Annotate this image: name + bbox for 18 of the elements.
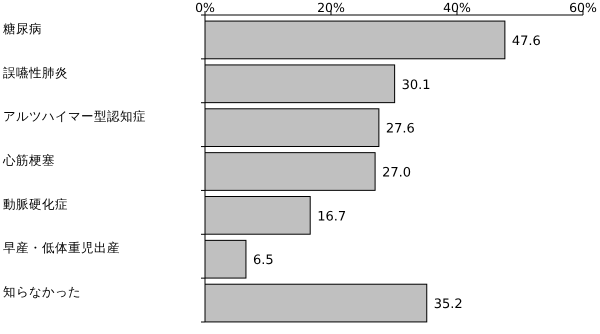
x-tick-label: 60% xyxy=(569,0,598,15)
data-label: 47.6 xyxy=(512,34,541,49)
x-tick-label: 20% xyxy=(317,0,346,15)
y-tick-label: 知らなかった xyxy=(3,284,81,300)
y-tick-label: 心筋梗塞 xyxy=(2,152,55,168)
data-label: 30.1 xyxy=(402,78,431,93)
data-label: 35.2 xyxy=(434,297,463,312)
y-tick-label: 糖尿病 xyxy=(3,20,42,36)
data-label: 27.6 xyxy=(386,122,415,137)
y-tick-label: 早産・低体重児出産 xyxy=(3,240,120,256)
data-label: 16.7 xyxy=(317,209,346,224)
data-label: 27.0 xyxy=(382,166,412,180)
data-label: 6.5 xyxy=(252,253,274,268)
y-tick-label: アルツハイマー型認知症 xyxy=(3,108,146,124)
y-tick-label: 動脈硬化症 xyxy=(3,196,68,212)
y-tick-label: 誤嚥性肺炎 xyxy=(3,64,68,80)
x-tick-label: 40% xyxy=(443,0,472,15)
x-tick-label: 0% xyxy=(195,0,216,15)
